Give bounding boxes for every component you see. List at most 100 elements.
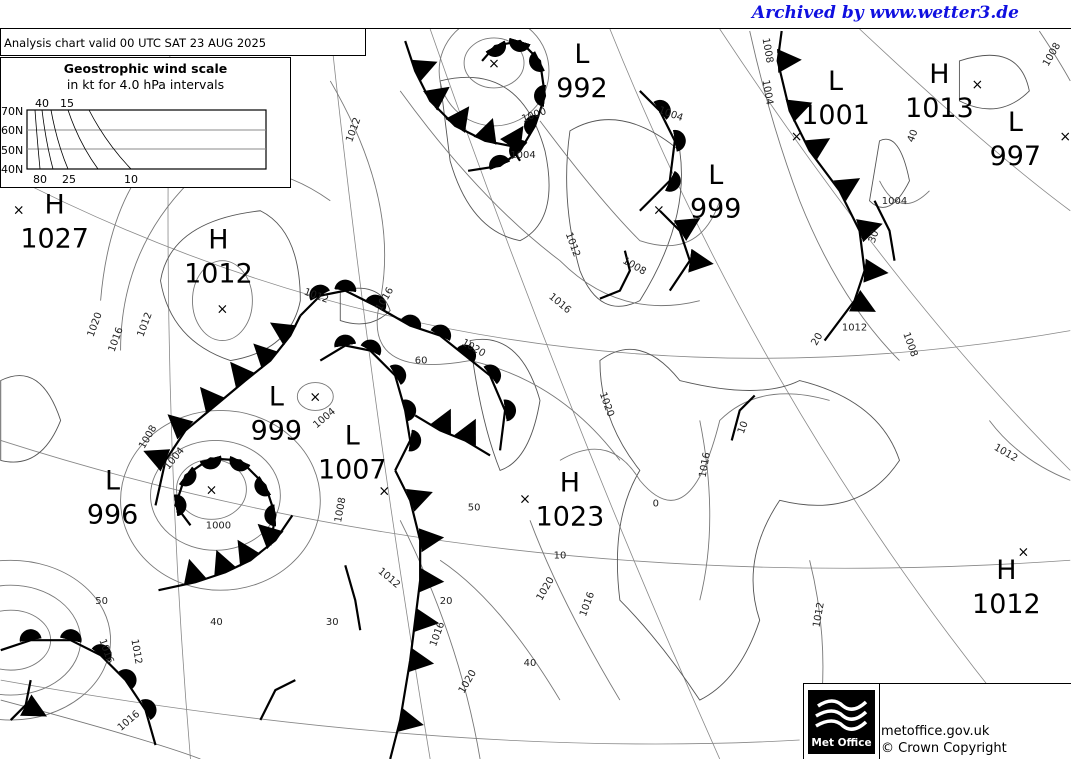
wind-scale-subtitle: in kt for 4.0 hPa intervals [66,77,225,92]
chart-title: Analysis chart valid 00 UTC SAT 23 AUG 2… [0,28,366,56]
wind-scale-title: Geostrophic wind scale [63,61,228,76]
isobar-label: 50 [95,596,108,607]
archive-label[interactable]: Archived by www.wetter3.de [752,3,1019,23]
isobar-label: 40 [210,617,223,628]
met-office-logo: Met Office [808,690,875,754]
isobar-label: 0 [653,498,659,509]
isobar-label: 1004 [510,150,535,161]
centre-type: L [345,420,360,451]
isobar-label: 10 [554,550,567,561]
isobar-label: 60 [415,356,428,367]
isobar-label: 1012 [302,287,330,306]
isobar-label: 1016 [107,326,126,354]
isobar-label: 1012 [563,231,582,259]
centre-value: 1023 [536,501,605,532]
scale-top-15: 15 [60,97,74,110]
centre-value: 999 [251,415,302,446]
centre-type: L [269,381,284,412]
lat-70n: 70N [1,105,23,118]
scale-bottom-80: 80 [33,173,47,186]
isobar-label: 1008 [620,255,647,277]
met-office-url[interactable]: metoffice.gov.uk [881,724,990,739]
isobar-label: 30 [326,617,339,628]
centre-cross-icon: × [309,389,321,405]
centre-type: L [574,39,589,70]
centre-type: H [45,190,65,221]
met-office-brand: Met Office [811,737,872,749]
centre-cross-icon: × [791,129,803,145]
centre-type: H [560,467,580,498]
isobar-label: 1008 [137,423,159,450]
centre-type: L [105,465,120,496]
centre-cross-icon: × [378,483,390,499]
centre-type: L [1008,107,1023,138]
centre-value: 999 [690,194,741,225]
centre-value: 1012 [972,589,1041,620]
centre-value: 1007 [318,454,387,485]
centre-type: H [929,59,949,90]
isobar-label: 1008 [760,37,775,64]
met-office-logo-box: Met Office metoffice.gov.uk © Crown Copy… [803,683,1071,759]
isobar-label: 1020 [597,391,616,419]
centre-cross-icon: × [653,203,665,219]
centre-value: 996 [87,499,138,530]
isobar-label: 1020 [535,575,557,602]
centre-type: H [996,555,1016,586]
isobar-label: 1016 [578,591,597,619]
centre-cross-icon: × [519,491,531,507]
centre-value: 1012 [184,259,253,290]
centre-cross-icon: × [13,203,25,219]
isobar-label: 1012 [344,116,363,144]
centre-value: 1027 [20,224,89,255]
isobar-label: 1016 [116,709,143,734]
centre-cross-icon: × [972,77,984,93]
isobar-label: 1004 [311,406,338,431]
centre-type: L [828,66,843,97]
isobar-label: 1000 [206,520,231,531]
isobar-label: 1016 [698,452,713,479]
isobar-label: 1012 [812,601,827,628]
centre-type: L [708,160,723,191]
wind-scale-box: Geostrophic wind scale in kt for 4.0 hPa… [0,57,291,188]
centre-type: H [208,225,228,256]
centre-cross-icon: × [1059,129,1071,145]
isobar-label: 1004 [760,79,775,106]
isobar-label: 1016 [374,286,396,313]
copyright: © Crown Copyright [881,741,1007,756]
isobar-label: 40 [906,128,921,144]
isobar-label: 20 [440,596,453,607]
lat-40n: 40N [1,163,23,176]
isobar-label: 1012 [842,323,867,334]
centre-value: 1013 [905,93,974,124]
synoptic-chart: L992×L1001×H1013×L997×L999×H1027×H1012×L… [0,28,1071,759]
isobar-label: 1004 [882,196,907,207]
isobar-label: 1012 [136,311,155,339]
scale-bottom-10: 10 [124,173,138,186]
centre-cross-icon: × [206,482,218,498]
centre-cross-icon: × [1017,544,1029,560]
isobar-label: 1008 [900,331,919,359]
pressure-centres: L992×L1001×H1013×L997×L999×H1027×H1012×L… [13,39,1071,620]
isobar-label: 1004 [657,105,685,124]
centre-value: 992 [556,73,607,104]
isobar-label: 1012 [376,566,403,591]
lat-60n: 60N [1,124,23,137]
isobar-label: 1012 [128,638,143,665]
scale-bottom-25: 25 [62,173,76,186]
isobar-label: 30 [867,229,882,245]
isobar-label: 20 [810,331,826,347]
wind-scale-graph: 70N 60N 50N 40N 40 15 80 25 10 [1,97,267,186]
isobar-label: 1016 [546,291,573,316]
isobar-label: 1008 [333,496,348,523]
centre-cross-icon: × [488,56,500,72]
